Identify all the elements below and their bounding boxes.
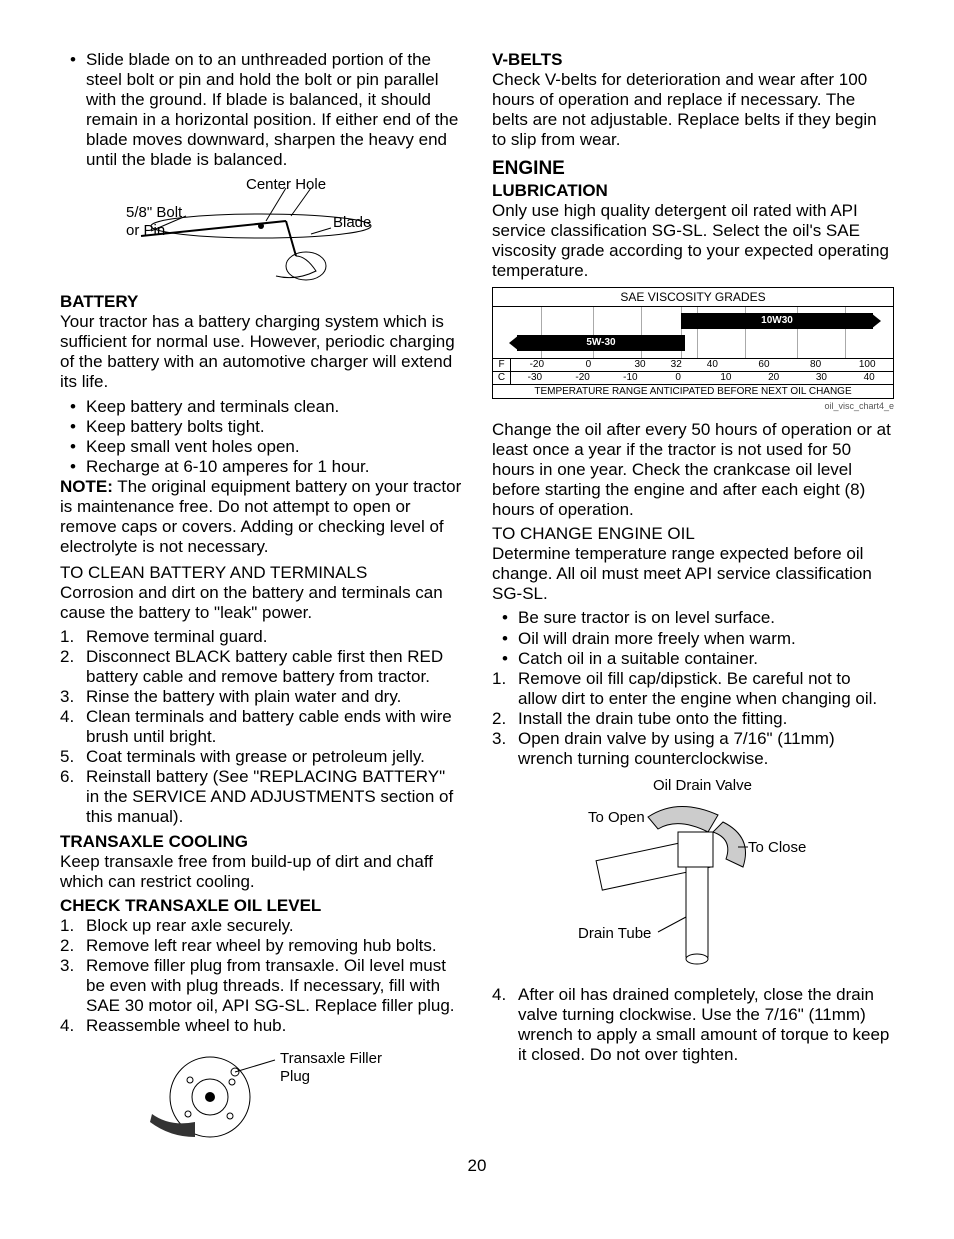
scale-val: 30 — [798, 372, 846, 384]
drain-svg — [578, 777, 808, 977]
list-item: Keep battery and terminals clean. — [60, 397, 462, 417]
list-item: Open drain valve by using a 7/16" (11mm)… — [492, 729, 894, 769]
vbelts-text: Check V-belts for deterioration and wear… — [492, 70, 894, 150]
transaxle-filler-diagram: Transaxle Filler Plug — [140, 1042, 400, 1152]
list-item: Remove oil fill cap/dipstick. Be careful… — [492, 669, 894, 709]
list-item: Disconnect BLACK battery cable first the… — [60, 647, 462, 687]
to-change-intro: Determine temperature range expected bef… — [492, 544, 894, 604]
scale-val: 0 — [654, 372, 702, 384]
chart-c-row: C -30 -20 -10 0 10 20 30 40 — [493, 372, 893, 385]
lubrication-text: Only use high quality detergent oil rate… — [492, 201, 894, 281]
arrow-left-icon — [509, 335, 519, 351]
to-change-steps: Remove oil fill cap/dipstick. Be careful… — [492, 669, 894, 769]
clean-heading: TO CLEAN BATTERY AND TERMINALS — [60, 563, 462, 583]
chart-bar-10w30: 10W30 — [681, 313, 873, 329]
scale-val: 100 — [841, 359, 893, 371]
list-item: After oil has drained completely, close … — [492, 985, 894, 1065]
list-item: Reassemble wheel to hub. — [60, 1016, 462, 1036]
f-vals: -20 0 30 32 40 60 80 100 — [511, 359, 893, 371]
scale-val: 10 — [702, 372, 750, 384]
c-vals: -30 -20 -10 0 10 20 30 40 — [511, 372, 893, 384]
scale-val: -10 — [607, 372, 655, 384]
lubrication-heading: LUBRICATION — [492, 181, 894, 201]
chart-sub: oil_visc_chart4_e — [492, 401, 894, 412]
list-item: Recharge at 6-10 amperes for 1 hour. — [60, 457, 462, 477]
engine-heading: ENGINE — [492, 158, 894, 180]
scale-val: 0 — [563, 359, 615, 371]
check-transaxle-heading: CHECK TRANSAXLE OIL LEVEL — [60, 896, 462, 916]
bar-label: 5W-30 — [586, 337, 615, 348]
blade-diagram: Center Hole 5/8" Bolt or Pin Blade — [131, 176, 391, 286]
list-item: Keep small vent holes open. — [60, 437, 462, 457]
vbelts-heading: V-BELTS — [492, 50, 894, 70]
list-item: Remove terminal guard. — [60, 627, 462, 647]
viscosity-chart: SAE VISCOSITY GRADES 5W-30 10W30 — [492, 287, 894, 400]
battery-note: NOTE: The original equipment battery on … — [60, 477, 462, 557]
chart-bar-5w30: 5W-30 — [517, 335, 685, 351]
blade-bullet: Slide blade on to an unthreaded portion … — [60, 50, 462, 170]
blade-bullet-list: Slide blade on to an unthreaded portion … — [60, 50, 462, 170]
list-item: Rinse the battery with plain water and d… — [60, 687, 462, 707]
scale-val: -20 — [559, 372, 607, 384]
to-change-heading: TO CHANGE ENGINE OIL — [492, 524, 894, 544]
list-item: Be sure tractor is on level surface. — [492, 608, 894, 628]
oil-drain-diagram: Oil Drain Valve To Open To Close Drain T… — [578, 777, 808, 977]
battery-bullet-list: Keep battery and terminals clean. Keep b… — [60, 397, 462, 477]
chart-title: SAE VISCOSITY GRADES — [493, 288, 893, 307]
note-text: The original equipment battery on your t… — [60, 477, 461, 556]
list-item: Install the drain tube onto the fitting. — [492, 709, 894, 729]
arrow-right-icon — [871, 313, 881, 329]
clean-intro: Corrosion and dirt on the battery and te… — [60, 583, 462, 623]
chart-footer: TEMPERATURE RANGE ANTICIPATED BEFORE NEX… — [493, 385, 893, 399]
c-label: C — [493, 372, 511, 384]
list-item: Remove left rear wheel by removing hub b… — [60, 936, 462, 956]
bolt-label: 5/8" Bolt or Pin — [126, 204, 196, 239]
f-label: F — [493, 359, 511, 371]
check-transaxle-steps: Block up rear axle securely. Remove left… — [60, 916, 462, 1036]
two-column-layout: Slide blade on to an unthreaded portion … — [60, 50, 894, 1152]
chart-f-row: F -20 0 30 32 40 60 80 100 — [493, 359, 893, 372]
scale-val: 30 — [614, 359, 666, 371]
close-label: To Close — [748, 839, 806, 857]
chart-body: 5W-30 10W30 — [493, 307, 893, 359]
to-change-bullets: Be sure tractor is on level surface. Oil… — [492, 608, 894, 668]
scale-val: 60 — [738, 359, 790, 371]
scale-val: 32 — [666, 359, 687, 371]
note-label: NOTE: — [60, 477, 113, 496]
to-change-step4-list: After oil has drained completely, close … — [492, 985, 894, 1065]
scale-val: -30 — [511, 372, 559, 384]
clean-steps: Remove terminal guard. Disconnect BLACK … — [60, 627, 462, 827]
filler-label: Transaxle Filler Plug — [280, 1050, 400, 1085]
right-column: V-BELTS Check V-belts for deterioration … — [492, 50, 894, 1152]
list-item: Coat terminals with grease or petroleum … — [60, 747, 462, 767]
list-item: Oil will drain more freely when warm. — [492, 629, 894, 649]
blade-label: Blade — [333, 214, 371, 232]
list-item: Remove filler plug from transaxle. Oil l… — [60, 956, 462, 1016]
transaxle-heading: TRANSAXLE COOLING — [60, 832, 462, 852]
change-oil-text: Change the oil after every 50 hours of o… — [492, 420, 894, 520]
transaxle-text: Keep transaxle free from build-up of dir… — [60, 852, 462, 892]
valve-label: Oil Drain Valve — [653, 777, 752, 795]
scale-val: 40 — [687, 359, 739, 371]
list-item: Clean terminals and battery cable ends w… — [60, 707, 462, 747]
list-item: Block up rear axle securely. — [60, 916, 462, 936]
battery-intro: Your tractor has a battery charging syst… — [60, 312, 462, 392]
left-column: Slide blade on to an unthreaded portion … — [60, 50, 462, 1152]
scale-val: -20 — [511, 359, 563, 371]
battery-heading: BATTERY — [60, 292, 462, 312]
list-item: Keep battery bolts tight. — [60, 417, 462, 437]
center-hole-label: Center Hole — [246, 176, 326, 194]
bar-label: 10W30 — [761, 315, 793, 326]
list-item: Catch oil in a suitable container. — [492, 649, 894, 669]
open-label: To Open — [588, 809, 645, 827]
scale-val: 20 — [750, 372, 798, 384]
tube-label: Drain Tube — [578, 925, 651, 943]
list-item: Reinstall battery (See "REPLACING BATTER… — [60, 767, 462, 827]
page-number: 20 — [60, 1156, 894, 1176]
scale-val: 40 — [845, 372, 893, 384]
scale-val: 80 — [790, 359, 842, 371]
